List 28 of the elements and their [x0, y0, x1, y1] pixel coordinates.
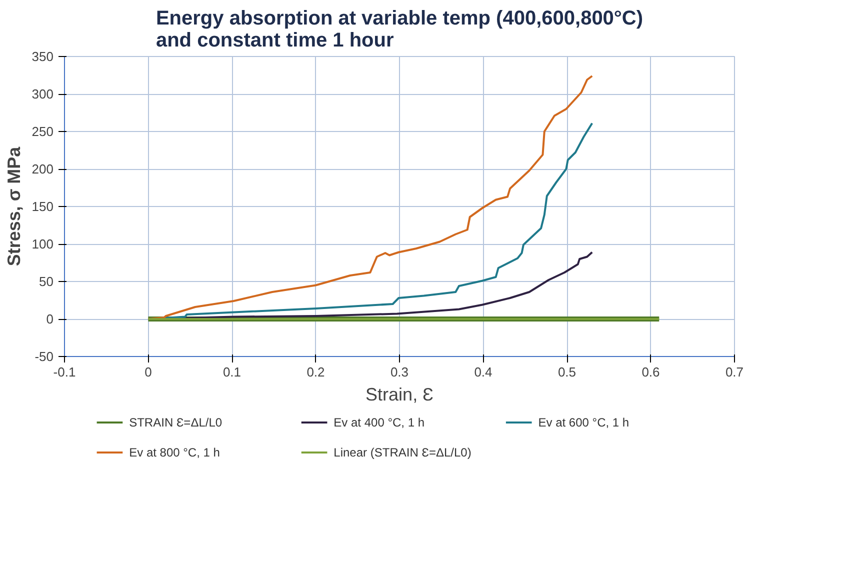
legend-label: Ev at 800 °C, 1 h: [129, 446, 220, 460]
y-tick-label: 300: [32, 86, 54, 102]
y-tick-label: 50: [39, 274, 54, 289]
x-tick-label: 0.6: [642, 364, 660, 380]
line-series: [147, 251, 594, 320]
x-tick-label: 0.1: [222, 364, 242, 380]
line-series: [147, 75, 594, 320]
x-tick-label: 0.4: [474, 364, 492, 380]
y-tick-label: 150: [32, 199, 54, 214]
x-tick-label: 0: [144, 364, 152, 380]
y-axis-title: Stress, σ MPa: [4, 146, 24, 266]
x-tick-label: 0.5: [558, 364, 576, 380]
x-tick-label: -0.1: [53, 364, 76, 380]
x-axis-title: Strain, Ɛ: [366, 384, 434, 404]
y-tick-label: 250: [32, 124, 54, 139]
legend-label: Ev at 400 °C, 1 h: [334, 416, 425, 430]
x-tick-label: 0.3: [390, 364, 409, 380]
y-tick-label: 0: [46, 312, 54, 326]
y-tick-label: 350: [32, 49, 54, 64]
y-tick-label: 100: [32, 236, 54, 252]
y-tick-label: 200: [32, 162, 54, 176]
chart-title: Energy absorption at variable temp (400,600,800°C) and constant time 1 hour: [156, 8, 644, 52]
legend-label: Linear (STRAIN Ɛ=ΔL/L0): [334, 446, 472, 460]
x-tick-label: 0.7: [725, 364, 744, 380]
y-tick-label: -50: [34, 349, 54, 364]
legend-label: STRAIN Ɛ=ΔL/L0: [129, 416, 222, 430]
x-tick-label: 0.2: [306, 364, 325, 380]
legend-label: Ev at 600 °C, 1 h: [538, 416, 630, 430]
